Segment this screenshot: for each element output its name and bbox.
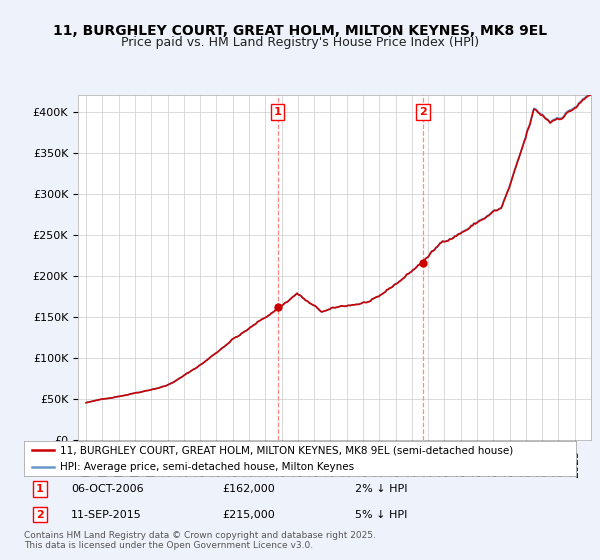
- Text: £162,000: £162,000: [223, 484, 275, 494]
- Text: 11, BURGHLEY COURT, GREAT HOLM, MILTON KEYNES, MK8 9EL (semi-detached house): 11, BURGHLEY COURT, GREAT HOLM, MILTON K…: [60, 445, 513, 455]
- Text: 2: 2: [419, 108, 427, 117]
- Text: 5% ↓ HPI: 5% ↓ HPI: [355, 510, 407, 520]
- Text: 11-SEP-2015: 11-SEP-2015: [71, 510, 142, 520]
- Text: £215,000: £215,000: [223, 510, 275, 520]
- Text: Price paid vs. HM Land Registry's House Price Index (HPI): Price paid vs. HM Land Registry's House …: [121, 36, 479, 49]
- Text: 1: 1: [36, 484, 44, 494]
- Text: 2% ↓ HPI: 2% ↓ HPI: [355, 484, 408, 494]
- Text: 2: 2: [36, 510, 44, 520]
- Text: 1: 1: [274, 108, 281, 117]
- Text: HPI: Average price, semi-detached house, Milton Keynes: HPI: Average price, semi-detached house,…: [60, 462, 354, 472]
- Text: 11, BURGHLEY COURT, GREAT HOLM, MILTON KEYNES, MK8 9EL: 11, BURGHLEY COURT, GREAT HOLM, MILTON K…: [53, 24, 547, 38]
- Text: Contains HM Land Registry data © Crown copyright and database right 2025.
This d: Contains HM Land Registry data © Crown c…: [24, 531, 376, 550]
- Text: 06-OCT-2006: 06-OCT-2006: [71, 484, 143, 494]
